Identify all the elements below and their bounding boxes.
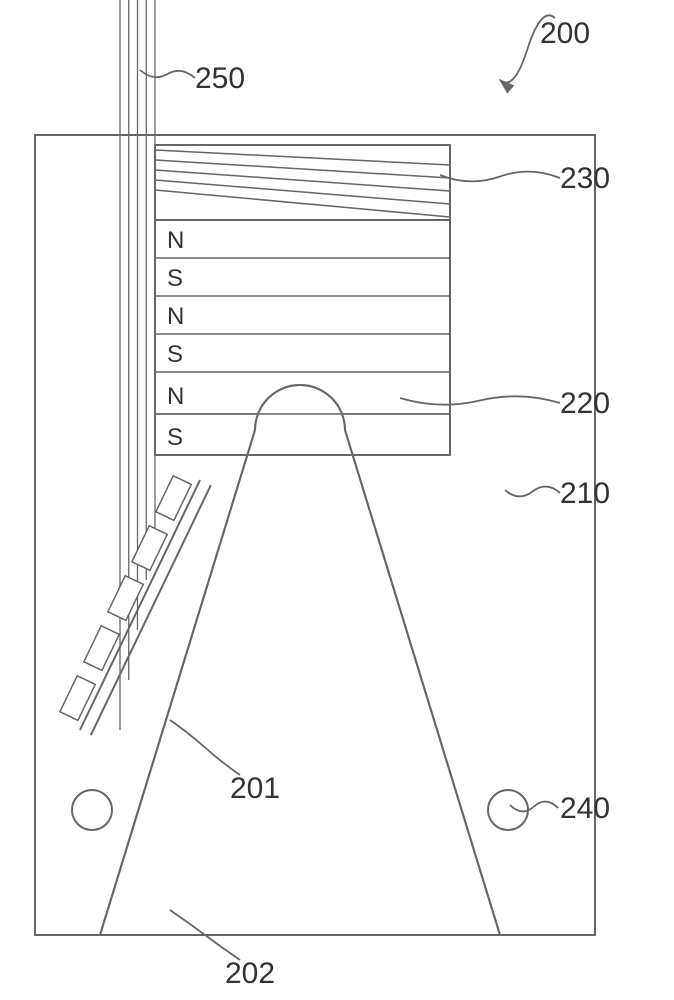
callout-200: 200 (540, 17, 590, 50)
diagram-svg: NSNSNS200250230220210240201202 (0, 0, 674, 1000)
svg-text:S: S (167, 341, 183, 368)
callout-240: 240 (560, 792, 610, 825)
callout-230: 230 (560, 162, 610, 195)
svg-text:N: N (167, 303, 184, 330)
svg-text:S: S (167, 265, 183, 292)
svg-text:N: N (167, 383, 184, 410)
callout-210: 210 (560, 477, 610, 510)
svg-text:N: N (167, 227, 184, 254)
callout-201: 201 (230, 772, 280, 805)
callout-250: 250 (195, 62, 245, 95)
callout-202: 202 (225, 957, 275, 990)
callout-220: 220 (560, 387, 610, 420)
svg-text:S: S (167, 424, 183, 451)
